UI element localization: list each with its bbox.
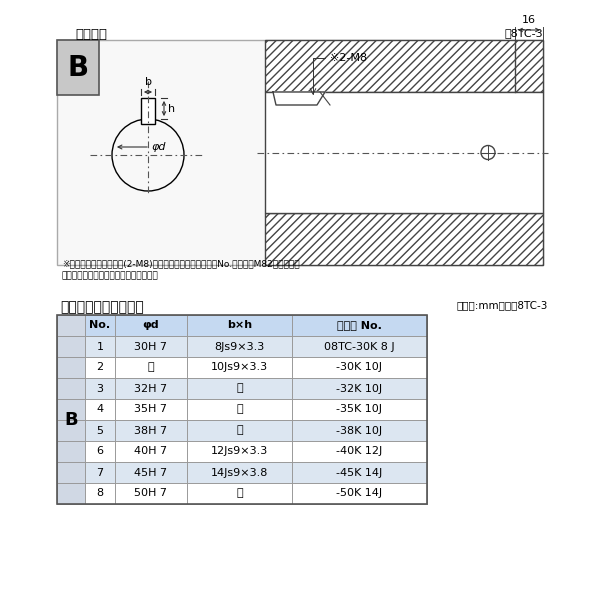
Text: ※セットボルト用タップ(2-M8)が必要な場合は右記コードNo.の末尾にM82を付ける。: ※セットボルト用タップ(2-M8)が必要な場合は右記コードNo.の末尾にM82を… <box>62 259 299 268</box>
Text: 1: 1 <box>97 341 104 352</box>
Bar <box>85 399 427 420</box>
Text: 〃: 〃 <box>236 425 243 436</box>
Bar <box>265 92 543 213</box>
Bar <box>57 315 427 504</box>
Text: -30K 10J: -30K 10J <box>337 362 383 373</box>
Text: 4: 4 <box>97 404 104 415</box>
Text: 32H 7: 32H 7 <box>134 383 167 394</box>
Bar <box>85 483 427 504</box>
Bar <box>141 98 155 124</box>
Bar <box>265 213 543 265</box>
Text: B: B <box>64 411 78 429</box>
Polygon shape <box>273 92 325 105</box>
Bar <box>85 378 427 399</box>
Text: -35K 10J: -35K 10J <box>337 404 383 415</box>
Text: -50K 14J: -50K 14J <box>337 488 383 499</box>
Text: B: B <box>67 53 89 82</box>
Text: 12Js9×3.3: 12Js9×3.3 <box>211 446 268 457</box>
Text: 軸穴形状: 軸穴形状 <box>75 28 107 41</box>
Text: 50H 7: 50H 7 <box>134 488 167 499</box>
Bar <box>85 420 427 441</box>
Text: 10Js9×3.3: 10Js9×3.3 <box>211 362 268 373</box>
Text: 38H 7: 38H 7 <box>134 425 167 436</box>
Text: 08TC-30K 8 J: 08TC-30K 8 J <box>324 341 395 352</box>
Text: 8: 8 <box>97 488 104 499</box>
Text: φd: φd <box>143 320 160 331</box>
Text: 16: 16 <box>522 15 536 25</box>
Text: （セットボルトは付属されています。）: （セットボルトは付属されています。） <box>62 271 159 280</box>
Bar <box>85 441 427 462</box>
Text: ※2-M8: ※2-M8 <box>330 53 367 63</box>
Text: -32K 10J: -32K 10J <box>337 383 383 394</box>
Text: 〃: 〃 <box>148 362 154 373</box>
Bar <box>57 40 99 95</box>
Text: -40K 12J: -40K 12J <box>337 446 383 457</box>
Bar <box>85 357 427 378</box>
Text: 14Js9×3.8: 14Js9×3.8 <box>211 467 268 478</box>
Bar <box>85 336 427 357</box>
Text: 〃: 〃 <box>236 383 243 394</box>
Text: 6: 6 <box>97 446 104 457</box>
Text: b: b <box>145 77 151 87</box>
Text: 45H 7: 45H 7 <box>134 467 167 478</box>
Text: 〃: 〃 <box>236 404 243 415</box>
Text: 35H 7: 35H 7 <box>134 404 167 415</box>
Text: No.: No. <box>89 320 110 331</box>
Text: 7: 7 <box>97 467 104 478</box>
Bar <box>57 40 543 265</box>
Text: 30H 7: 30H 7 <box>134 341 167 352</box>
Text: 〃: 〃 <box>236 488 243 499</box>
Bar <box>57 315 85 504</box>
Bar <box>85 462 427 483</box>
Text: -45K 14J: -45K 14J <box>337 467 383 478</box>
Bar <box>265 40 543 92</box>
Text: b×h: b×h <box>227 320 252 331</box>
Text: φd: φd <box>151 142 166 152</box>
Text: 2: 2 <box>97 362 104 373</box>
Text: h: h <box>168 103 175 113</box>
Text: 5: 5 <box>97 425 104 436</box>
Text: （単位:mm）　表8TC-3: （単位:mm） 表8TC-3 <box>457 300 548 310</box>
Text: コード No.: コード No. <box>337 320 382 331</box>
Bar <box>85 315 427 336</box>
Text: 3: 3 <box>97 383 104 394</box>
Text: -38K 10J: -38K 10J <box>337 425 383 436</box>
Text: 8Js9×3.3: 8Js9×3.3 <box>214 341 265 352</box>
Text: 図8TC-3: 図8TC-3 <box>505 28 543 38</box>
Text: 軸穴形状コード一覧表: 軸穴形状コード一覧表 <box>60 300 144 314</box>
Text: 40H 7: 40H 7 <box>134 446 167 457</box>
